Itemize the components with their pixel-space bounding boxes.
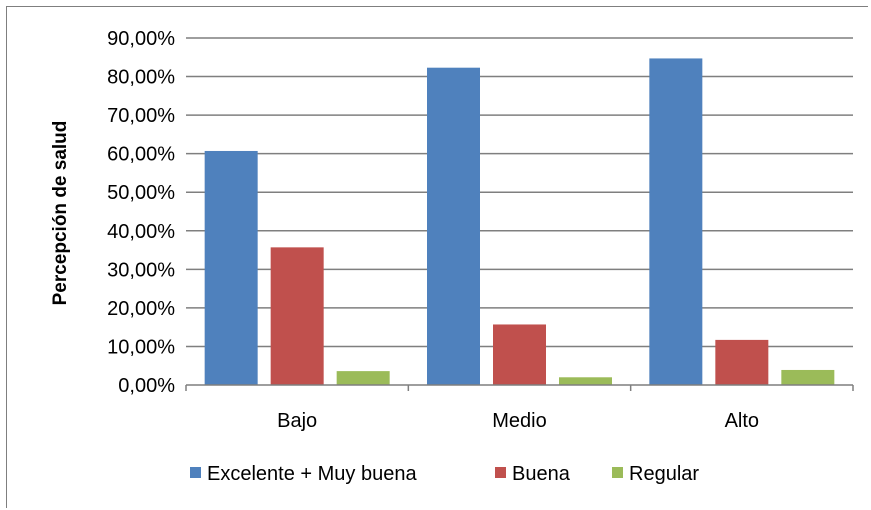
y-tick-label: 20,00% xyxy=(107,298,175,320)
x-category-label: Medio xyxy=(492,410,546,432)
bar-excelente-muy-buena-alto xyxy=(649,58,703,385)
y-axis-ticks: 0,00% 10,00% 20,00% 30,00% 40,00% 50,00% 60,00… xyxy=(107,28,175,397)
y-axis-title: Percepción de salud xyxy=(50,121,71,306)
y-tick-label: 50,00% xyxy=(107,182,175,204)
y-tick-label: 10,00% xyxy=(107,336,175,358)
bar-excelente-muy-buena-medio xyxy=(427,67,480,385)
x-category-label: Bajo xyxy=(277,410,317,432)
legend-label: Buena xyxy=(512,463,571,485)
legend-label: Regular xyxy=(629,463,699,485)
y-tick-label: 40,00% xyxy=(107,221,175,243)
bar-buena-medio xyxy=(493,324,546,385)
legend-swatch xyxy=(495,467,506,478)
y-tick-label: 70,00% xyxy=(107,105,175,127)
y-tick-label: 80,00% xyxy=(107,67,175,89)
legend-swatch xyxy=(190,467,201,478)
y-tick-label: 60,00% xyxy=(107,144,175,166)
x-axis xyxy=(185,384,854,391)
bar-regular-alto xyxy=(781,369,835,385)
y-tick-label: 30,00% xyxy=(107,259,175,281)
category-labels: Bajo Medio Alto xyxy=(277,410,759,432)
x-category-label: Alto xyxy=(725,410,759,432)
bar-buena-bajo xyxy=(270,247,324,385)
bar-excelente-muy-buena-bajo xyxy=(204,150,258,385)
y-tick-label: 0,00% xyxy=(118,375,175,397)
legend-swatch xyxy=(612,467,623,478)
bars xyxy=(204,58,835,385)
legend-label: Excelente + Muy buena xyxy=(207,463,417,485)
bar-buena-alto xyxy=(715,339,769,385)
bar-regular-bajo xyxy=(336,371,390,385)
y-tick-label: 90,00% xyxy=(107,28,175,50)
legend: Excelente + Muy buena Buena Regular xyxy=(190,463,699,485)
bar-regular-medio xyxy=(559,377,612,385)
